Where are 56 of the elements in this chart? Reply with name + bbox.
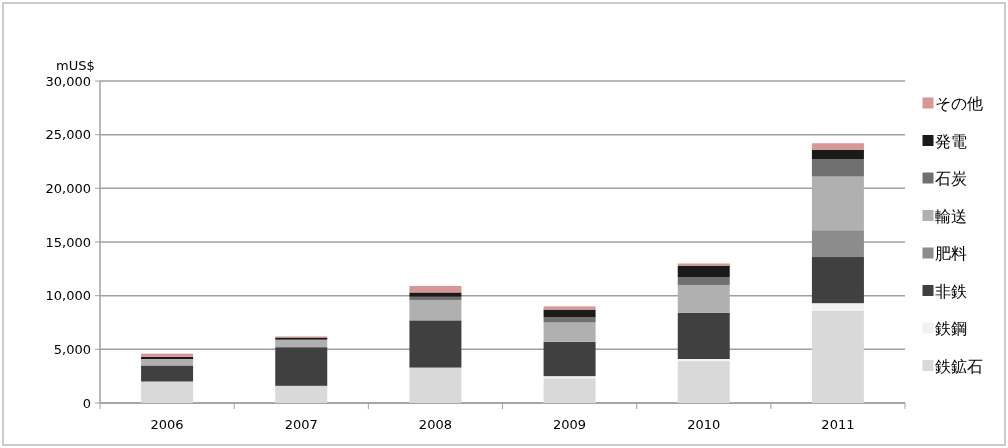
- x-tick-label: 2011: [821, 417, 855, 432]
- bar: [543, 322, 596, 342]
- bar: [677, 284, 730, 313]
- x-tick-label: 2006: [150, 417, 184, 432]
- bar: [275, 385, 328, 403]
- legend-label: 石炭: [935, 169, 967, 188]
- bar: [677, 312, 730, 359]
- legend-label: 肥料: [935, 244, 967, 263]
- bar: [543, 378, 596, 403]
- y-axis-title: mUS$: [56, 58, 95, 73]
- bar: [275, 339, 328, 348]
- legend-label: 輸送: [935, 206, 967, 226]
- bar: [677, 358, 730, 362]
- y-tick-label: 10,000: [45, 288, 91, 304]
- bar: [677, 265, 730, 278]
- bar: [811, 257, 864, 304]
- bar: [811, 310, 864, 403]
- bar: [409, 299, 462, 321]
- legend-label: 非鉄: [935, 281, 967, 301]
- bar: [409, 367, 462, 403]
- y-tick-label: 5,000: [53, 341, 91, 357]
- bar: [543, 317, 596, 323]
- x-tick-label: 2009: [553, 417, 587, 432]
- x-tick-label: 2007: [284, 417, 318, 432]
- bar: [811, 159, 864, 177]
- bar: [409, 296, 462, 300]
- bar: [811, 303, 864, 311]
- bar: [409, 292, 462, 297]
- bar: [409, 286, 462, 293]
- legend-label: 鉄鉱石: [935, 356, 983, 376]
- bar: [811, 143, 864, 150]
- x-tick-label: 2010: [687, 417, 721, 432]
- y-tick-label: 0: [82, 395, 91, 411]
- bar: [677, 277, 730, 285]
- y-tick-label: 15,000: [45, 234, 91, 250]
- bar: [543, 309, 596, 318]
- y-tick-label: 30,000: [45, 73, 91, 89]
- bar: [543, 306, 596, 310]
- bar: [543, 341, 596, 377]
- bar: [141, 365, 194, 382]
- bar: [811, 149, 864, 160]
- y-tick-label: 20,000: [45, 180, 91, 196]
- bar: [677, 361, 730, 403]
- bar: [141, 358, 194, 366]
- legend-label: 鉄鋼: [935, 319, 967, 338]
- x-tick-label: 2008: [418, 417, 452, 432]
- bar: [811, 230, 864, 258]
- bar: [275, 347, 328, 386]
- bar: [409, 320, 462, 368]
- bar: [543, 376, 596, 379]
- legend-label: 発電: [935, 131, 967, 151]
- bar: [811, 176, 864, 231]
- legend-label: その他: [935, 94, 983, 113]
- y-tick-label: 25,000: [45, 127, 91, 143]
- bar: [141, 381, 194, 403]
- bar: [677, 263, 730, 266]
